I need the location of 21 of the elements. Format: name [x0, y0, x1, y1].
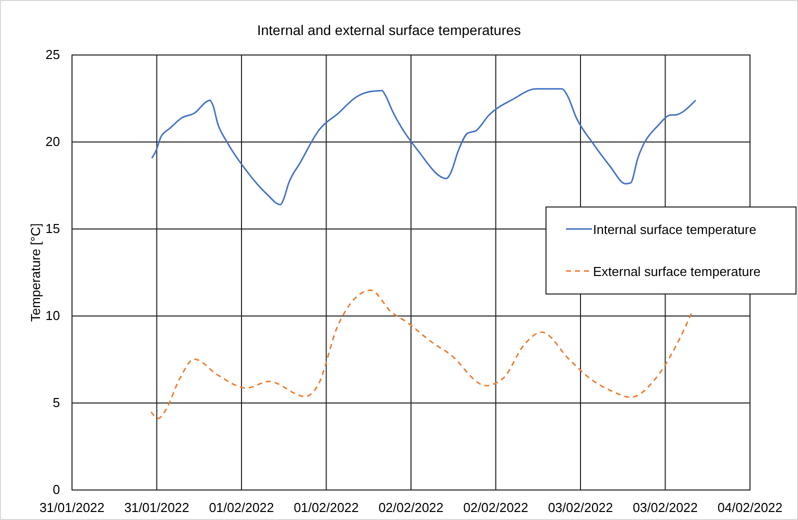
- y-tick-label: 25: [46, 47, 60, 62]
- legend-label: External surface temperature: [593, 264, 761, 279]
- y-axis-title: Temperature [°C]: [28, 223, 43, 322]
- y-tick-label: 15: [46, 221, 60, 236]
- line-series: [150, 290, 693, 420]
- y-tick-label: 10: [46, 308, 60, 323]
- y-tick-label: 5: [52, 395, 60, 410]
- y-tick-label: 20: [46, 134, 60, 149]
- x-tick-label: 31/01/2022: [124, 500, 190, 515]
- x-tick-label: 04/02/2022: [717, 500, 783, 515]
- x-tick-label: 03/02/2022: [632, 500, 698, 515]
- x-tick-label: 02/02/2022: [463, 500, 528, 515]
- legend-label: Internal surface temperature: [593, 222, 756, 237]
- y-tick-label: 0: [52, 482, 60, 497]
- x-tick-label: 01/02/2022: [294, 500, 359, 515]
- x-tick-label: 03/02/2022: [548, 500, 614, 515]
- chart-title: Internal and external surface temperatures: [257, 22, 521, 38]
- x-tick-label: 02/02/2022: [378, 500, 444, 515]
- x-tick-label: 01/02/2022: [208, 500, 274, 515]
- line-series: [151, 88, 696, 206]
- x-tick-label: 31/01/2022: [39, 500, 105, 515]
